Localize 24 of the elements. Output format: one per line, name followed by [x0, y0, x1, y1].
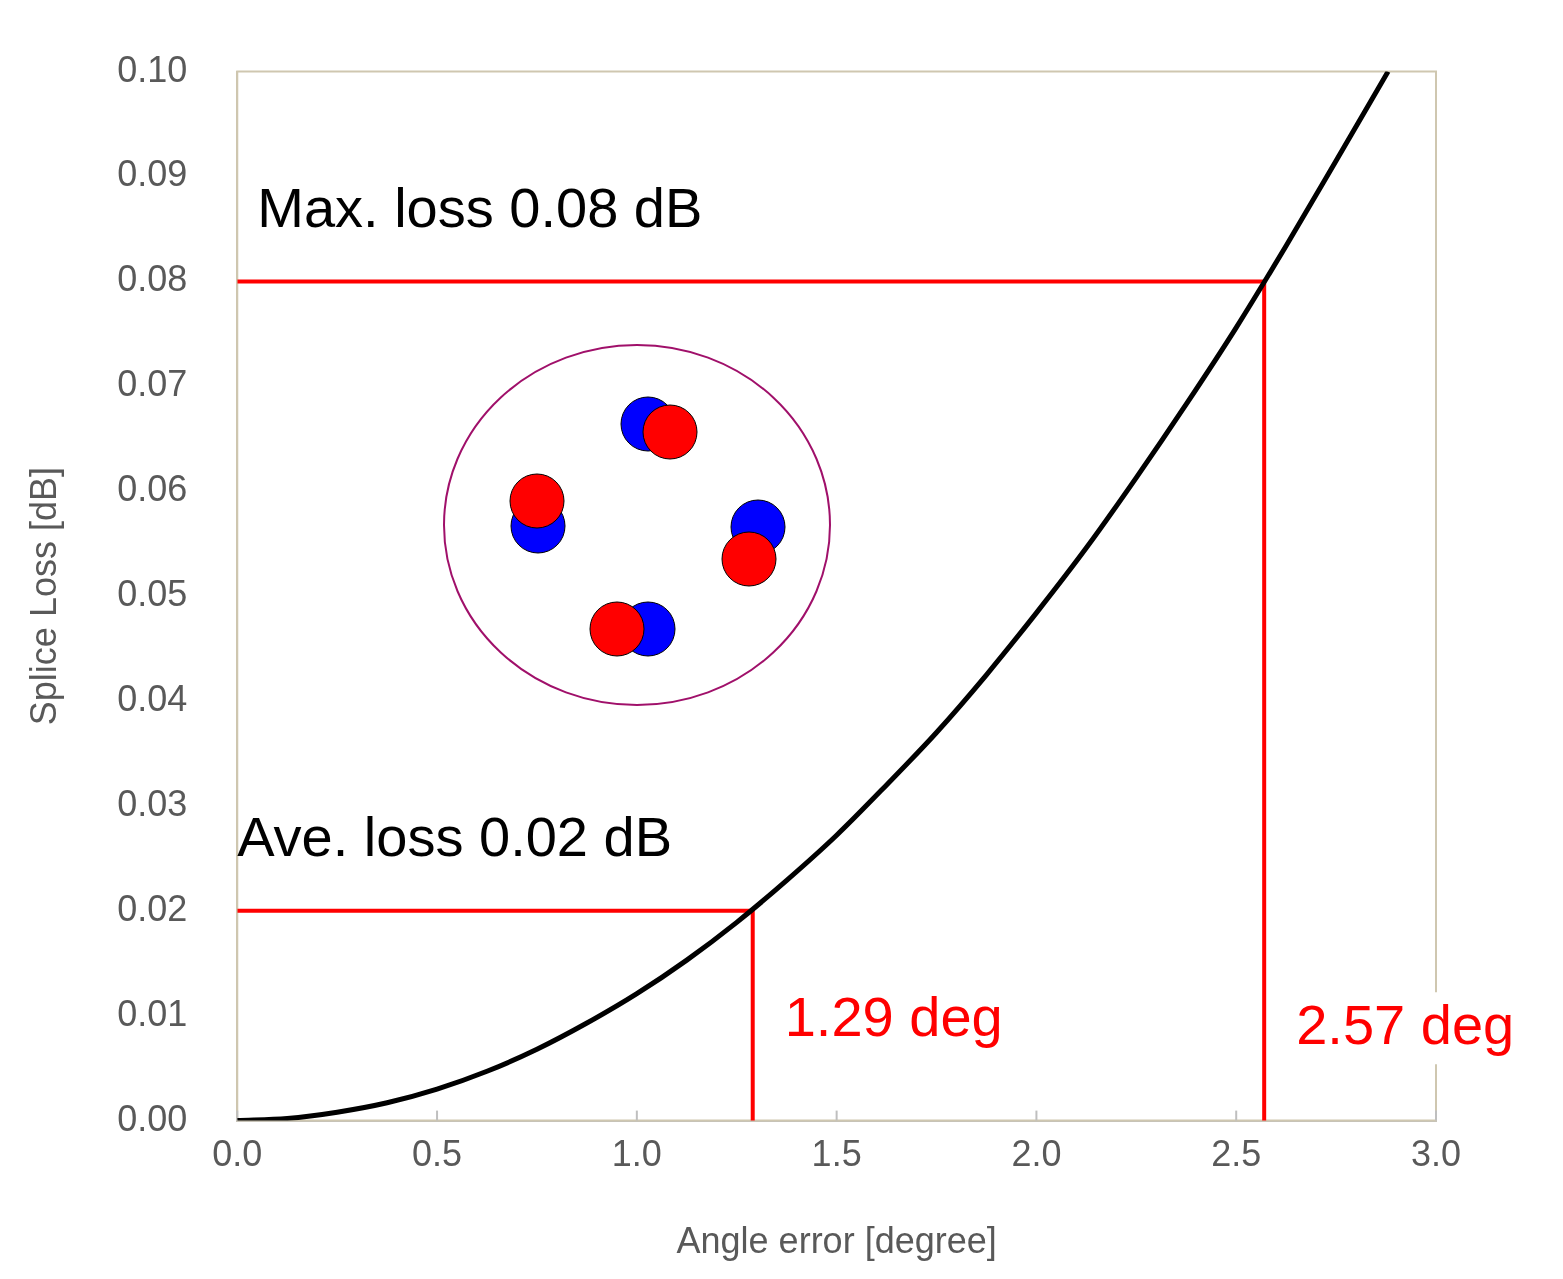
y-tick-label: 0.01 [117, 992, 188, 1034]
x-tick-label: 0.5 [412, 1133, 463, 1175]
x-tick-label: 1.0 [611, 1133, 662, 1175]
y-tick-label: 0.05 [117, 573, 188, 615]
y-tick-label: 0.00 [117, 1097, 188, 1139]
annotation: 1.29 deg [784, 985, 1003, 1049]
x-tick-label: 2.5 [1211, 1133, 1262, 1175]
y-axis-title: Splice Loss [dB] [22, 467, 64, 726]
annotation: Max. loss 0.08 dB [257, 175, 703, 239]
x-tick-label: 3.0 [1410, 1133, 1462, 1175]
y-tick-label: 0.07 [117, 363, 188, 405]
y-tick-label: 0.04 [117, 677, 188, 719]
x-tick-label: 0.0 [212, 1133, 263, 1175]
x-tick-label: 1.5 [811, 1133, 862, 1175]
annotation: Ave. loss 0.02 dB [237, 805, 673, 869]
x-tick-label: 2.0 [1011, 1133, 1062, 1175]
annotation: 2.57 deg [1296, 992, 1515, 1056]
y-tick-label: 0.10 [117, 48, 188, 90]
y-tick-label: 0.03 [117, 782, 188, 824]
y-tick-label: 0.02 [117, 887, 188, 929]
y-tick-label: 0.08 [117, 258, 188, 300]
y-tick-label: 0.09 [117, 153, 188, 195]
y-tick-label: 0.06 [117, 468, 188, 510]
x-axis-title: Angle error [degree] [676, 1220, 997, 1262]
